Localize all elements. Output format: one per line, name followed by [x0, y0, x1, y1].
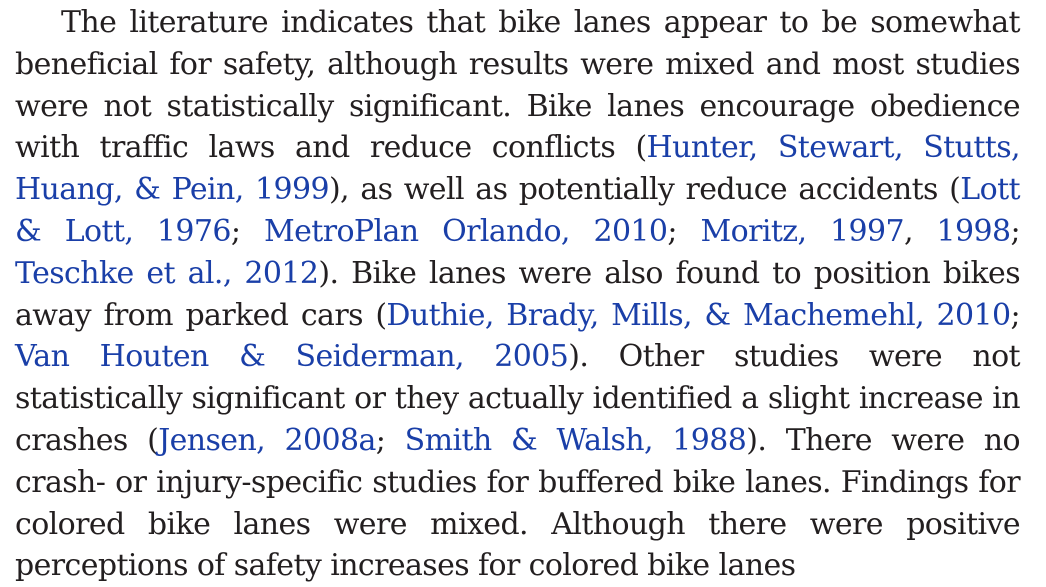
- citation-link-hunter-1999[interactable]: Hunter, Stewart, Stutts, Huang, & Pein, …: [15, 130, 1021, 208]
- paragraph-text: ), as well as potentially reduce acciden…: [328, 172, 961, 208]
- citation-link-duthie-2010[interactable]: Duthie, Brady, Mills, & Machemehl, 2010: [386, 297, 1011, 333]
- citation-link-moritz-1998[interactable]: 1998: [936, 213, 1012, 249]
- paragraph-text: ). Bike lanes were also found to positio…: [15, 255, 1021, 333]
- citation-separator: ;: [230, 213, 264, 249]
- citation-separator: ;: [375, 422, 405, 458]
- citation-link-teschke-2012[interactable]: Teschke et al., 2012: [15, 255, 319, 291]
- citation-link-metroplan-2010[interactable]: MetroPlan Orlando, 2010: [264, 213, 668, 249]
- citation-separator: ,: [903, 213, 937, 249]
- body-paragraph: The literature indicates that bike lanes…: [15, 2, 1021, 587]
- document-page: The literature indicates that bike lanes…: [15, 5, 1021, 583]
- citation-link-lott-1976[interactable]: Lott & Lott, 1976: [15, 172, 1021, 249]
- paragraph-text: The literature indicates that bike lanes…: [15, 5, 1021, 166]
- citation-link-van-houten-2005[interactable]: Van Houten & Seiderman, 2005: [15, 339, 569, 375]
- citation-link-smith-1988[interactable]: Smith & Walsh, 1988: [404, 422, 747, 458]
- citation-separator: ;: [667, 213, 701, 249]
- citation-separator: ;: [1010, 297, 1020, 333]
- citation-link-jensen-2008a[interactable]: Jensen, 2008a: [158, 422, 376, 458]
- paragraph-text: ). Other studies were not statistically …: [15, 339, 1021, 458]
- citation-separator: ;: [1010, 213, 1020, 249]
- paragraph-text: ). There were no crash- or injury-specif…: [15, 422, 1021, 584]
- citation-link-moritz-1997[interactable]: Moritz, 1997: [700, 213, 905, 249]
